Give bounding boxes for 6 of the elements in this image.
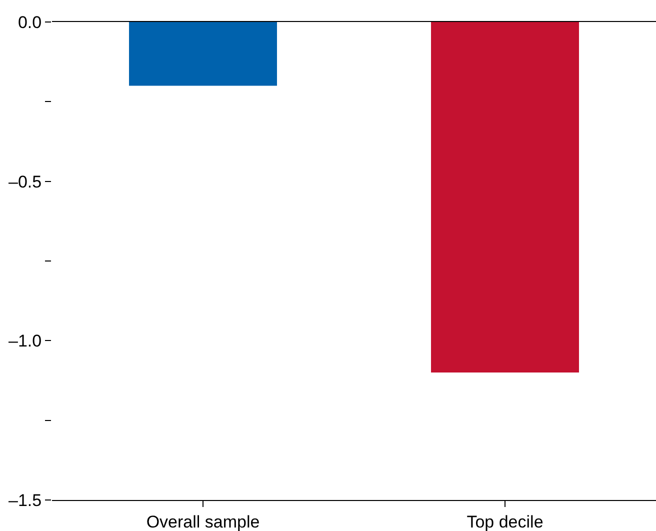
y-tick-label: –0.5 bbox=[8, 172, 42, 192]
y-tick-label: –1.0 bbox=[8, 332, 42, 351]
y-tick-label: –1.5 bbox=[8, 490, 42, 510]
x-tick-label: Overall sample bbox=[146, 512, 260, 531]
x-tick-label: Top decile bbox=[466, 512, 544, 531]
y-tick-label: 0.0 bbox=[18, 12, 42, 32]
